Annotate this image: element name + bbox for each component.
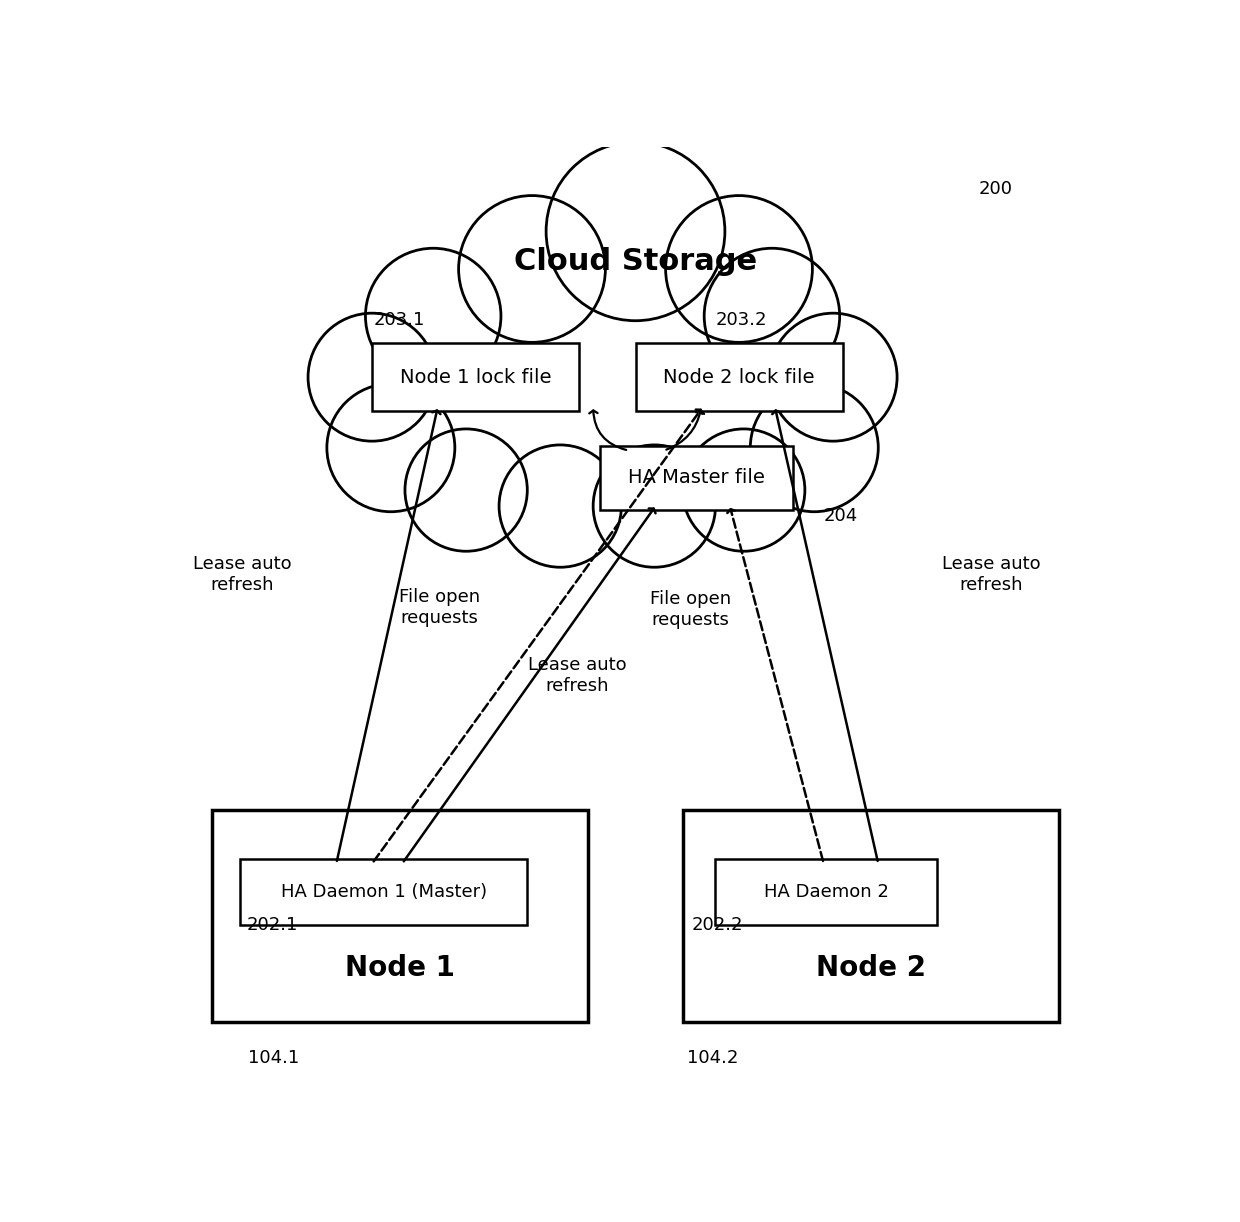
Text: Node 1: Node 1 [345,954,455,982]
Text: HA Daemon 1 (Master): HA Daemon 1 (Master) [280,882,487,901]
Text: Node 1 lock file: Node 1 lock file [399,368,552,386]
Circle shape [546,142,725,320]
Text: 203.1: 203.1 [374,312,425,329]
FancyBboxPatch shape [212,810,589,1022]
Text: 104.2: 104.2 [687,1048,739,1067]
FancyBboxPatch shape [635,343,842,411]
Text: 204: 204 [823,507,858,525]
Text: 200: 200 [978,181,1013,198]
Circle shape [498,445,621,567]
Circle shape [682,429,805,551]
Text: Lease auto
refresh: Lease auto refresh [528,656,626,695]
Text: 104.1: 104.1 [248,1048,299,1067]
Circle shape [366,248,501,384]
Circle shape [593,445,715,567]
Circle shape [327,384,455,512]
Circle shape [704,248,839,384]
Circle shape [459,196,605,342]
Text: File open
requests: File open requests [650,590,730,629]
Circle shape [666,196,812,342]
FancyBboxPatch shape [241,859,527,925]
Text: 203.2: 203.2 [715,312,768,329]
FancyBboxPatch shape [600,446,794,510]
Text: 202.1: 202.1 [247,916,299,934]
Circle shape [308,313,436,441]
Text: Node 2 lock file: Node 2 lock file [663,368,815,386]
FancyBboxPatch shape [372,343,579,411]
Text: HA Daemon 2: HA Daemon 2 [764,882,889,901]
Text: Lease auto
refresh: Lease auto refresh [193,555,291,594]
Text: File open
requests: File open requests [399,588,480,627]
Circle shape [750,384,878,512]
Text: Lease auto
refresh: Lease auto refresh [942,555,1040,594]
Text: 202.2: 202.2 [692,916,744,934]
Text: HA Master file: HA Master file [629,468,765,488]
FancyBboxPatch shape [682,810,1059,1022]
Circle shape [769,313,897,441]
Circle shape [405,429,527,551]
Text: Cloud Storage: Cloud Storage [513,247,758,276]
Text: Node 2: Node 2 [816,954,926,982]
FancyBboxPatch shape [715,859,936,925]
